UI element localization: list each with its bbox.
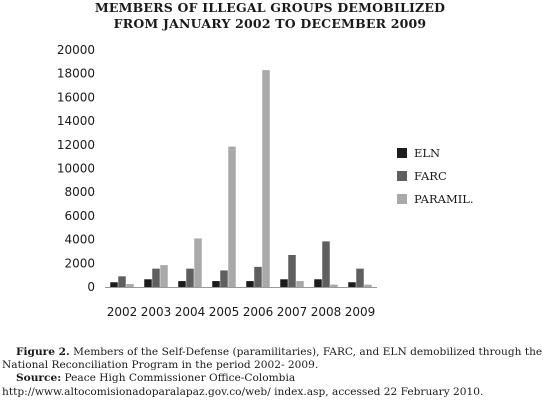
y-tick-label: 6000 — [64, 209, 95, 223]
x-tick-label: 2007 — [277, 305, 308, 319]
source-label: Source: — [16, 372, 62, 385]
bar-paramil-2004 — [194, 238, 202, 287]
x-tick-label: 2006 — [243, 305, 274, 319]
x-tick-label: 2002 — [107, 305, 138, 319]
x-tick-label: 2004 — [175, 305, 206, 319]
figure-caption-text: Figure 2. Members of the Self-Defense (p… — [2, 346, 545, 372]
bar-paramil-2005 — [228, 146, 236, 287]
y-tick-label: 2000 — [64, 256, 95, 270]
legend-label-paramil: PARAMIL. — [414, 192, 474, 206]
bar-farc-2005 — [220, 270, 228, 287]
bar-eln-2002 — [110, 282, 118, 287]
bar-eln-2008 — [314, 279, 322, 287]
bar-eln-2005 — [212, 281, 220, 287]
bar-paramil-2009 — [364, 284, 372, 287]
x-tick-label: 2009 — [345, 305, 376, 319]
y-tick-label: 12000 — [57, 138, 95, 152]
source-description: Peace High Commissioner Office-Colombia … — [2, 372, 484, 398]
chart-title-line-2: FROM JANUARY 2002 TO DECEMBER 2009 — [113, 16, 427, 31]
x-tick-label: 2003 — [141, 305, 172, 319]
bar-paramil-2006 — [262, 70, 270, 288]
figure-description: Members of the Self-Defense (paramilitar… — [2, 346, 543, 372]
bar-farc-2008 — [322, 241, 330, 287]
bar-paramil-2008 — [330, 284, 338, 287]
bar-eln-2009 — [348, 282, 356, 287]
bar-farc-2003 — [152, 268, 160, 287]
chart-title-line-1: MEMBERS OF ILLEGAL GROUPS DEMOBILIZED — [94, 0, 446, 15]
bar-farc-2004 — [186, 268, 194, 287]
y-tick-label: 0 — [87, 280, 95, 294]
bar-eln-2003 — [144, 279, 152, 287]
legend-label-eln: ELN — [414, 146, 440, 160]
y-tick-label: 18000 — [57, 67, 95, 81]
legend: ELN FARC PARAMIL. — [397, 146, 474, 206]
x-tick-label: 2008 — [311, 305, 342, 319]
y-tick-label: 20000 — [57, 43, 95, 57]
x-tick-label: 2005 — [209, 305, 240, 319]
legend-swatch-eln — [397, 148, 407, 158]
source-text: Source: Peace High Commissioner Office-C… — [2, 372, 545, 398]
y-tick-label: 10000 — [57, 162, 95, 176]
legend-swatch-farc — [397, 171, 407, 181]
legend-swatch-paramil — [397, 194, 407, 204]
bar-farc-2009 — [356, 268, 364, 287]
bar-eln-2007 — [280, 279, 288, 287]
figure-label: Figure 2. — [16, 346, 70, 358]
chart-title: MEMBERS OF ILLEGAL GROUPS DEMOBILIZED FR… — [40, 0, 500, 32]
bar-farc-2007 — [288, 255, 296, 287]
bar-eln-2004 — [178, 281, 186, 287]
legend-label-farc: FARC — [414, 169, 447, 183]
y-tick-label: 16000 — [57, 90, 95, 104]
y-tick-label: 4000 — [64, 233, 95, 247]
y-tick-label: 14000 — [57, 114, 95, 128]
x-axis: 2002 2003 2004 2005 2006 2007 2008 2009 — [105, 287, 377, 319]
figure-caption: Figure 2. Members of the Self-Defense (p… — [2, 346, 545, 399]
y-tick-label: 8000 — [64, 185, 95, 199]
bar-chart: 0 2000 4000 6000 8000 10000 12000 14000 16000 180… — [57, 43, 474, 319]
bar-paramil-2002 — [126, 284, 134, 287]
bars — [110, 70, 372, 288]
bar-farc-2006 — [254, 266, 262, 287]
bar-paramil-2003 — [160, 265, 168, 287]
bar-paramil-2007 — [296, 281, 304, 287]
bar-farc-2002 — [118, 276, 126, 287]
bar-eln-2006 — [246, 281, 254, 287]
y-axis: 0 2000 4000 6000 8000 10000 12000 14000 16000 180… — [57, 43, 95, 294]
